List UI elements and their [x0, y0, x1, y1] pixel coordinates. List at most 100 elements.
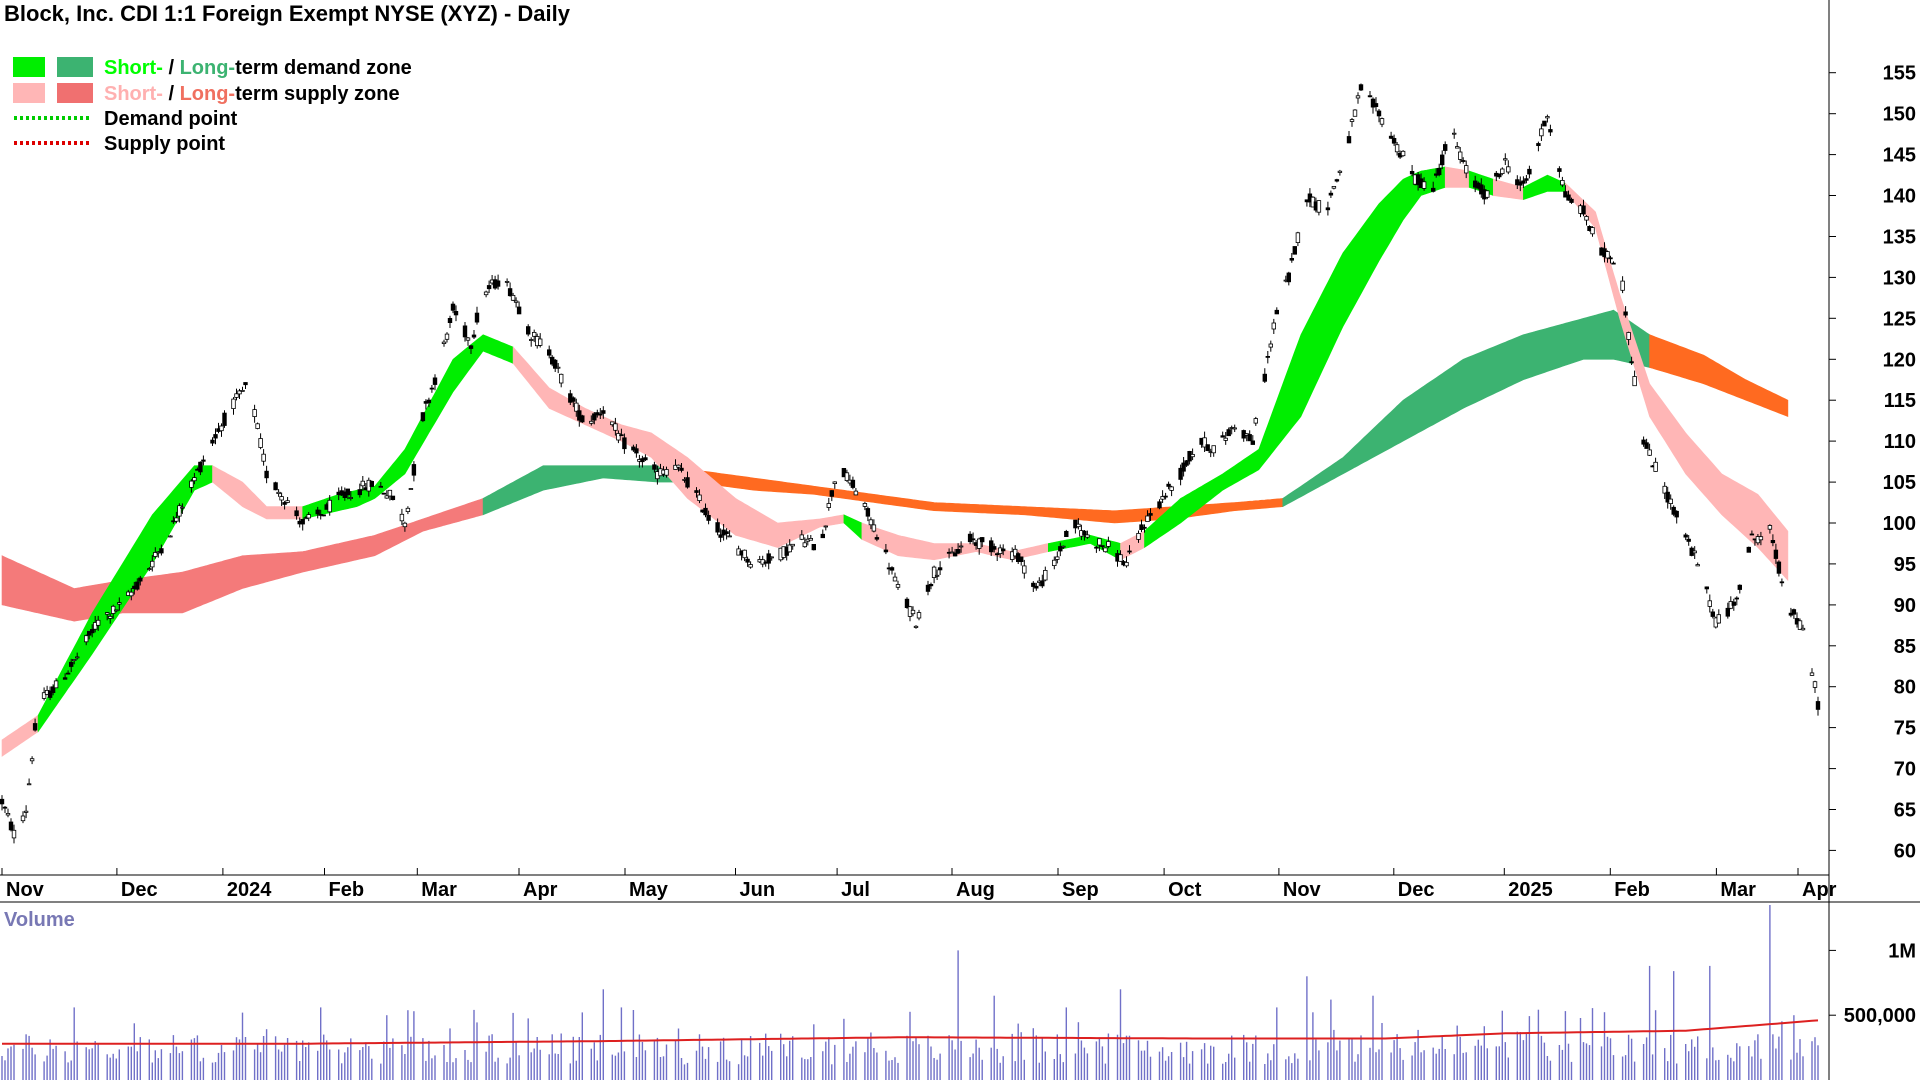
candle-body: [147, 568, 152, 570]
price-tick-label: 80: [1894, 677, 1916, 699]
legend-label: Demand point: [104, 108, 238, 130]
candle-body: [1623, 311, 1628, 316]
candle-body: [402, 522, 408, 528]
candle-body: [135, 581, 140, 590]
candle-body: [1055, 556, 1060, 560]
candle-body: [1461, 160, 1466, 162]
candle-body: [916, 612, 922, 619]
candle-body: [252, 409, 257, 418]
candle-body: [724, 531, 729, 535]
price-tick-label: 130: [1883, 267, 1916, 289]
price-tick-label: 140: [1883, 186, 1916, 208]
candle-body: [0, 798, 5, 805]
candle-body: [1163, 495, 1168, 498]
month-tick-label: Jul: [841, 879, 870, 901]
candle-body: [697, 494, 702, 501]
candle-body: [1124, 562, 1129, 567]
price-tick-label: 90: [1894, 595, 1916, 617]
candle-body: [748, 564, 753, 568]
candle-body: [601, 410, 606, 414]
candle-body: [114, 609, 119, 612]
candle-body: [1437, 167, 1442, 176]
candle-body: [1674, 510, 1679, 518]
candle-body: [1289, 257, 1294, 261]
candle-body: [1211, 445, 1216, 454]
candle-body: [219, 425, 224, 432]
volume-label: Volume: [4, 909, 75, 931]
candle-body: [664, 469, 669, 476]
month-tick-label: Feb: [329, 879, 365, 901]
candle-body: [811, 544, 816, 551]
candle-body: [883, 549, 889, 553]
candle-body: [369, 480, 374, 487]
candle-body: [138, 577, 143, 582]
candle-body: [977, 538, 982, 549]
candle-body: [1295, 232, 1301, 244]
legend-label: Supply point: [104, 133, 225, 155]
candle-body: [676, 464, 681, 468]
candle-body: [1581, 205, 1586, 215]
candle-body: [1797, 620, 1803, 630]
month-tick-label: Oct: [1168, 879, 1202, 901]
candle-body: [390, 495, 396, 501]
candle-body: [447, 317, 453, 323]
candle-body: [1464, 165, 1469, 174]
candle-body: [826, 503, 831, 508]
candle-body: [1040, 580, 1045, 587]
candle-body: [1707, 600, 1712, 607]
candle-body: [1337, 170, 1343, 173]
candle-body: [168, 535, 173, 538]
candle-body: [634, 448, 639, 454]
candle-body: [1181, 462, 1186, 472]
candle-body: [1620, 280, 1625, 291]
candle-body: [925, 584, 931, 592]
candle-body: [255, 423, 260, 429]
candle-body: [889, 567, 895, 571]
candle-body: [1497, 173, 1502, 178]
candle-body: [1611, 262, 1616, 265]
candle-body: [2, 806, 8, 809]
candle-body: [694, 490, 699, 493]
candle-body: [1142, 526, 1147, 529]
candle-body: [471, 334, 477, 338]
candle-body: [1145, 515, 1150, 522]
candle-body: [1409, 170, 1415, 175]
candle-body: [802, 542, 807, 548]
candle-body: [234, 393, 239, 398]
candle-body: [1061, 545, 1066, 548]
legend-label-part: term supply zone: [235, 83, 399, 105]
candle-body: [231, 398, 236, 410]
candle-body: [928, 584, 934, 587]
candle-body: [189, 480, 194, 488]
candle-body: [1452, 132, 1457, 135]
candle-body: [177, 505, 182, 517]
candle-body: [513, 300, 519, 303]
candle-body: [462, 325, 468, 338]
candle-body: [871, 524, 877, 532]
month-tick-label: 2024: [227, 879, 272, 901]
candle-body: [1812, 681, 1818, 688]
candle-body: [610, 421, 615, 426]
candle-body: [1758, 536, 1764, 541]
candle-body: [865, 508, 871, 517]
candle-body: [1605, 251, 1610, 259]
candle-body: [850, 479, 856, 488]
candle-body: [538, 338, 543, 346]
candle-body: [20, 815, 26, 822]
candle-body: [1118, 554, 1123, 562]
candle-body: [1349, 119, 1355, 122]
candle-body: [559, 373, 564, 384]
candle-body: [129, 591, 134, 597]
candle-body: [1443, 144, 1448, 151]
candle-body: [1734, 597, 1739, 600]
candle-body: [1695, 564, 1700, 567]
candle-body: [1082, 530, 1087, 536]
candle-body: [420, 412, 426, 422]
candle-body: [1166, 483, 1171, 487]
candle-body: [967, 533, 973, 543]
candle-body: [486, 285, 492, 290]
candle-body: [108, 616, 113, 619]
candle-body: [619, 434, 624, 437]
candle-body: [1286, 272, 1291, 283]
month-tick-label: Dec: [121, 879, 158, 901]
